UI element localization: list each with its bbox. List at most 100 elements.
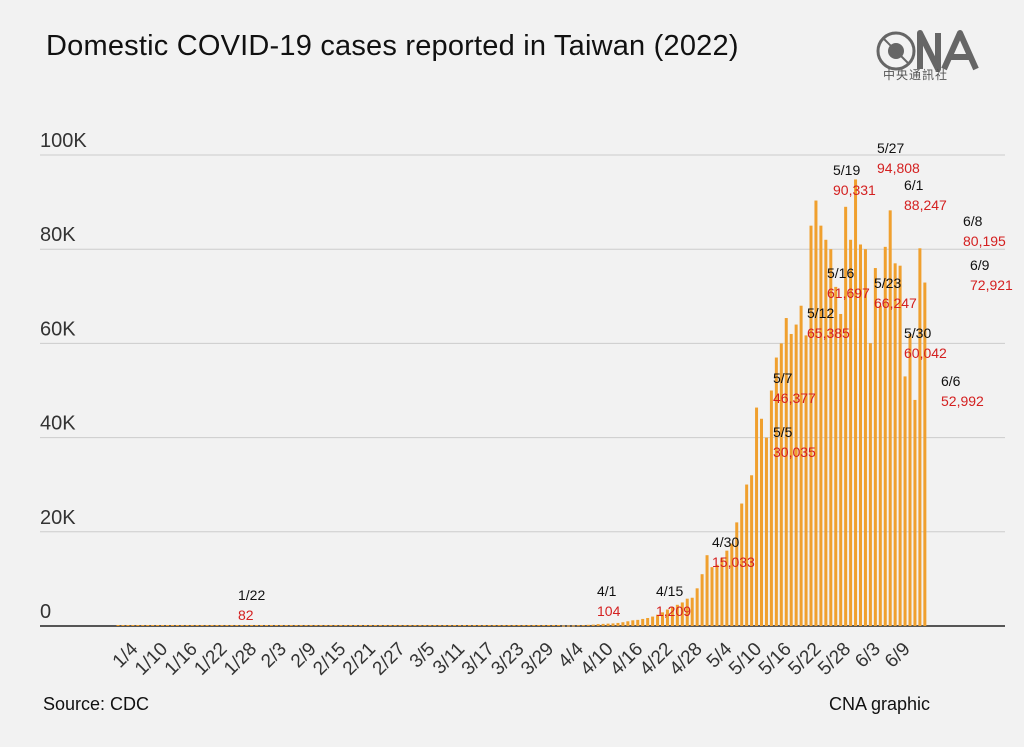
bar xyxy=(334,625,338,626)
bar xyxy=(319,625,323,626)
bar xyxy=(715,564,719,626)
bar xyxy=(344,625,348,626)
bar xyxy=(616,622,620,626)
bar xyxy=(304,625,308,626)
bar xyxy=(522,625,526,626)
bar xyxy=(373,625,377,626)
bar xyxy=(750,475,754,626)
bar xyxy=(596,624,600,626)
bar xyxy=(175,625,179,626)
bar xyxy=(349,625,353,626)
bar xyxy=(779,343,783,626)
annotation-value: 82 xyxy=(238,607,254,623)
y-tick-label: 20K xyxy=(40,507,76,529)
bar xyxy=(636,619,640,626)
bar xyxy=(453,625,457,626)
bar xyxy=(359,625,363,626)
annotation-date: 4/30 xyxy=(712,534,739,550)
annotation-date: 5/30 xyxy=(904,325,931,341)
x-tick-label: 1/28 xyxy=(220,639,261,680)
bar xyxy=(542,625,546,626)
bar xyxy=(161,625,165,626)
bar xyxy=(279,625,283,626)
bar xyxy=(220,625,224,626)
bar xyxy=(868,343,872,626)
bar xyxy=(210,625,214,626)
annotation-value: 80,195 xyxy=(963,233,1006,249)
y-tick-label: 100K xyxy=(40,130,87,152)
bar xyxy=(438,625,442,626)
bar xyxy=(878,305,882,626)
bar xyxy=(794,324,798,626)
bar xyxy=(680,602,684,626)
bar xyxy=(829,249,833,626)
bar xyxy=(240,625,244,626)
bar xyxy=(512,625,516,626)
bar xyxy=(834,286,838,626)
y-tick-label: 60K xyxy=(40,318,76,340)
bar xyxy=(180,625,184,626)
annotation-value: 30,035 xyxy=(773,444,816,460)
bar xyxy=(200,625,204,626)
bar xyxy=(606,623,610,626)
bar xyxy=(289,625,293,626)
bar xyxy=(324,625,328,626)
x-tick-label: 6/9 xyxy=(881,639,915,673)
bar xyxy=(185,625,189,626)
x-tick-label: 6/3 xyxy=(851,639,885,673)
bar xyxy=(670,607,674,626)
cna-logo-icon xyxy=(876,30,979,72)
bar xyxy=(893,263,897,626)
bar xyxy=(740,503,744,626)
bar xyxy=(260,625,264,626)
bar xyxy=(547,625,551,626)
y-tick-label: 80K xyxy=(40,224,76,246)
bar xyxy=(393,625,397,626)
bar xyxy=(849,239,853,626)
bar xyxy=(378,625,382,626)
bar xyxy=(705,555,709,626)
bar xyxy=(398,625,402,626)
bar xyxy=(611,623,615,626)
annotation-date: 5/16 xyxy=(827,265,854,281)
bar xyxy=(364,625,367,626)
annotation-date: 4/1 xyxy=(597,583,617,599)
bar xyxy=(799,305,803,626)
bar xyxy=(903,376,907,626)
bar xyxy=(269,625,273,626)
bar xyxy=(923,282,927,626)
annotation-date: 5/7 xyxy=(773,370,793,386)
bar xyxy=(631,620,635,626)
bar xyxy=(665,609,669,626)
annotation-value: 88,247 xyxy=(904,197,947,213)
annotation-date: 6/6 xyxy=(941,373,961,389)
bar xyxy=(532,625,536,626)
bar xyxy=(888,210,892,626)
bar xyxy=(492,625,496,626)
bar xyxy=(433,625,437,626)
bar xyxy=(448,625,452,626)
bar xyxy=(690,597,694,626)
annotation-value: 15,033 xyxy=(712,554,755,570)
bar xyxy=(918,248,922,626)
bar xyxy=(294,625,298,626)
bar xyxy=(477,625,481,626)
bar xyxy=(463,625,466,626)
bar xyxy=(621,622,625,626)
bar xyxy=(517,625,521,626)
bar xyxy=(482,625,486,626)
bar xyxy=(784,318,788,626)
bar xyxy=(265,625,268,626)
bar xyxy=(646,617,650,626)
bar xyxy=(413,625,417,626)
annotation-date: 4/15 xyxy=(656,583,683,599)
bar xyxy=(497,625,501,626)
bar xyxy=(507,625,511,626)
bar xyxy=(562,625,565,627)
bar xyxy=(329,625,333,626)
bar xyxy=(656,614,660,626)
bar xyxy=(581,625,585,627)
chart-title: Domestic COVID-19 cases reported in Taiw… xyxy=(46,30,739,62)
bar xyxy=(403,625,407,626)
